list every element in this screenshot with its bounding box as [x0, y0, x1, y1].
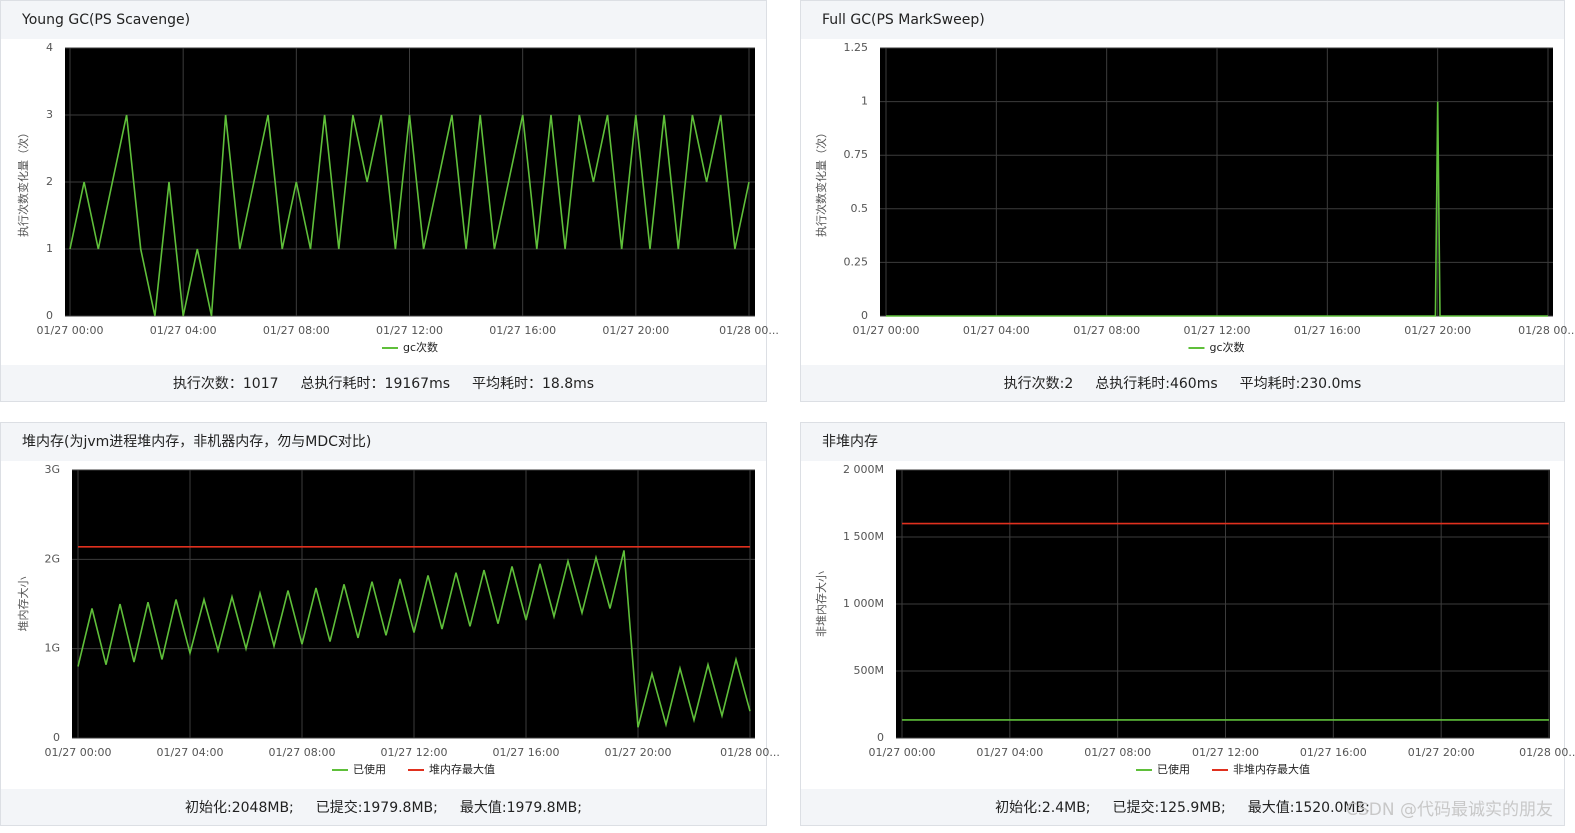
- x-tick-label: 01/27 04:00: [976, 746, 1043, 759]
- stat: 初始化:2.4MB;: [995, 799, 1090, 816]
- x-tick-label: 01/27 16:00: [493, 746, 560, 759]
- stat: 已提交:125.9MB;: [1113, 799, 1226, 816]
- legend-label: 已使用: [1157, 763, 1190, 776]
- x-tick-label: 01/28 00...: [1519, 746, 1575, 759]
- x-tick-label: 01/27 16:00: [489, 324, 556, 337]
- legend-item: 已使用: [1136, 763, 1190, 776]
- y-tick-label: 500M: [854, 664, 885, 677]
- y-tick-label: 2: [46, 175, 53, 188]
- y-axis-label: 堆内存大小: [16, 577, 30, 632]
- legend-label: 非堆内存最大值: [1233, 762, 1310, 776]
- panel-header: [801, 423, 1564, 461]
- x-tick-label: 01/28 00...: [1518, 324, 1575, 337]
- y-tick-label: 1: [861, 95, 868, 108]
- x-tick-label: 01/27 00:00: [37, 324, 104, 337]
- y-tick-label: 1 500M: [843, 530, 884, 543]
- legend-label: gc次数: [1209, 340, 1244, 354]
- stat: 平均耗时：18.8ms: [472, 376, 594, 392]
- x-tick-label: 01/27 20:00: [1404, 324, 1471, 337]
- y-axis-label: 执行次数变化量（次）: [814, 127, 828, 237]
- y-tick-label: 4: [46, 41, 53, 54]
- x-tick-label: 01/27 00:00: [853, 324, 920, 337]
- series-line: [886, 101, 1548, 317]
- panel-footer: [1, 789, 766, 825]
- x-tick-label: 01/27 04:00: [150, 324, 217, 337]
- y-axis-label: 执行次数变化量（次）: [16, 127, 30, 237]
- panel-title: 堆内存(为jvm进程堆内存，非机器内存，勿与MDC对比): [22, 434, 371, 450]
- y-tick-label: 1.25: [844, 41, 869, 54]
- legend-item: gc次数: [381, 340, 438, 354]
- y-tick-label: 2G: [44, 552, 60, 565]
- panel-title: 非堆内存: [822, 434, 878, 450]
- series-line: [77, 550, 751, 728]
- stat: 平均耗时:230.0ms: [1240, 376, 1362, 392]
- legend-item: gc次数: [1188, 340, 1245, 354]
- x-tick-label: 01/28 00...: [720, 746, 780, 759]
- y-tick-label: 0: [53, 731, 60, 744]
- y-tick-label: 0: [46, 309, 53, 322]
- x-tick-label: 01/27 08:00: [1073, 324, 1140, 337]
- panel-header: [1, 423, 766, 461]
- legend-label: 已使用: [353, 763, 386, 776]
- panel-footer: [801, 365, 1564, 401]
- x-tick-label: 01/27 20:00: [1408, 746, 1475, 759]
- panel-footer: [1, 365, 766, 401]
- y-tick-label: 0.25: [844, 255, 869, 268]
- stat: 最大值:1979.8MB;: [460, 800, 582, 816]
- legend-item: 非堆内存最大值: [1212, 762, 1310, 776]
- x-tick-label: 01/27 12:00: [1192, 746, 1259, 759]
- x-tick-label: 01/27 16:00: [1294, 324, 1361, 337]
- x-tick-label: 01/27 08:00: [269, 746, 336, 759]
- x-tick-label: 01/27 20:00: [602, 324, 669, 337]
- x-tick-label: 01/27 16:00: [1300, 746, 1367, 759]
- x-tick-label: 01/27 08:00: [263, 324, 330, 337]
- y-tick-label: 1: [46, 242, 53, 255]
- y-tick-label: 1G: [44, 642, 60, 655]
- legend-item: 堆内存最大值: [408, 762, 495, 776]
- panel-header: [1, 1, 766, 39]
- legend-label: 堆内存最大值: [429, 762, 495, 776]
- stat: 初始化:2048MB;: [185, 799, 294, 816]
- y-axis-label: 非堆内存大小: [814, 571, 828, 637]
- y-tick-label: 3G: [44, 463, 60, 476]
- panel-title: Young GC(PS Scavenge): [21, 12, 190, 28]
- y-tick-label: 0.5: [851, 202, 869, 215]
- stat: 最大值:1520.0MB;: [1248, 800, 1370, 816]
- x-tick-label: 01/27 12:00: [1184, 324, 1251, 337]
- stat: 已提交:1979.8MB;: [316, 799, 438, 816]
- x-tick-label: 01/27 20:00: [605, 746, 672, 759]
- x-tick-label: 01/27 00:00: [869, 746, 936, 759]
- x-tick-label: 01/27 04:00: [157, 746, 224, 759]
- y-tick-label: 0: [861, 309, 868, 322]
- x-tick-label: 01/27 04:00: [963, 324, 1030, 337]
- panel-title: Full GC(PS MarkSweep): [822, 12, 985, 28]
- x-tick-label: 01/27 12:00: [381, 746, 448, 759]
- panel-footer: [801, 789, 1564, 825]
- stat: 总执行耗时:460ms: [1095, 376, 1217, 392]
- y-tick-label: 0: [877, 731, 884, 744]
- x-tick-label: 01/27 08:00: [1084, 746, 1151, 759]
- watermark: CSDN @代码最诚实的朋友: [1346, 800, 1553, 820]
- y-tick-label: 3: [46, 108, 53, 121]
- legend-label: gc次数: [403, 340, 438, 354]
- stat: 执行次数：1017: [173, 376, 279, 392]
- panel-header: [801, 1, 1564, 39]
- x-tick-label: 01/28 00...: [719, 324, 779, 337]
- stat: 总执行耗时：19167ms: [301, 376, 450, 392]
- x-tick-label: 01/27 12:00: [376, 324, 443, 337]
- legend-item: 已使用: [332, 763, 386, 776]
- stat: 执行次数:2: [1004, 376, 1074, 392]
- y-tick-label: 1 000M: [843, 597, 884, 610]
- x-tick-label: 01/27 00:00: [45, 746, 112, 759]
- y-tick-label: 0.75: [844, 148, 869, 161]
- series-line: [69, 114, 750, 317]
- y-tick-label: 2 000M: [843, 463, 884, 476]
